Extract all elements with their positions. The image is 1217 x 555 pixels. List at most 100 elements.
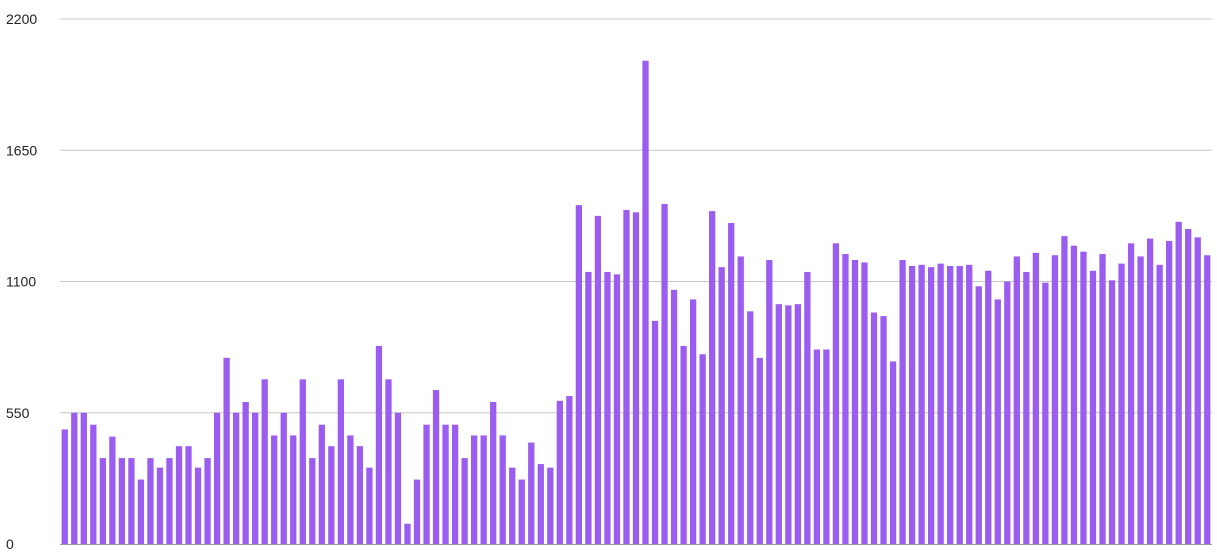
- bar: [309, 458, 316, 544]
- bar: [413, 479, 421, 544]
- bar: [1061, 236, 1068, 544]
- bar: [61, 429, 68, 544]
- bar: [137, 479, 145, 544]
- bar: [232, 412, 240, 544]
- bar: [604, 271, 611, 544]
- bar: [518, 479, 525, 544]
- bar: [1137, 256, 1144, 544]
- bar: [166, 458, 173, 544]
- bar: [689, 299, 697, 544]
- bar: [242, 402, 249, 544]
- bar: [775, 304, 782, 544]
- bar: [985, 270, 992, 544]
- bar: [1175, 221, 1182, 544]
- bar: [642, 60, 649, 544]
- bar: [1146, 238, 1154, 545]
- bar: [1108, 280, 1116, 544]
- bar: [880, 316, 887, 544]
- bar: [347, 435, 354, 544]
- bar: [1023, 271, 1030, 544]
- bar: [889, 361, 897, 544]
- bar: [175, 446, 183, 544]
- bar: [223, 357, 230, 544]
- bar: [756, 357, 763, 544]
- bar: [1194, 237, 1201, 544]
- bar: [747, 311, 754, 544]
- bar: [1042, 282, 1049, 544]
- bar: [252, 412, 259, 544]
- bar: [709, 211, 716, 544]
- bar: [680, 345, 687, 544]
- bar: [499, 435, 506, 544]
- bar: [899, 260, 906, 544]
- bar: [1156, 264, 1163, 544]
- bar: [928, 267, 935, 544]
- bar: [509, 467, 516, 544]
- bar: [194, 467, 202, 544]
- bar: [442, 424, 449, 544]
- bar: [385, 379, 392, 544]
- bar: [556, 400, 563, 544]
- bar: [585, 271, 592, 544]
- bars: [61, 60, 1211, 545]
- bar: [623, 209, 630, 544]
- bar: [261, 379, 268, 544]
- y-tick-label: 1100: [6, 274, 36, 290]
- bar: [718, 267, 725, 544]
- y-tick-label: 1650: [6, 142, 37, 158]
- bar: [1032, 252, 1040, 545]
- bar: [670, 289, 678, 544]
- bar: [480, 435, 487, 544]
- bar: [109, 436, 116, 544]
- bar: [661, 203, 668, 544]
- bar: [870, 312, 878, 544]
- bar: [147, 458, 154, 544]
- bar: [71, 412, 78, 544]
- bar: [1166, 240, 1173, 544]
- bar: [1099, 254, 1106, 544]
- bar: [766, 260, 773, 544]
- bar: [461, 458, 468, 544]
- bar: [966, 264, 973, 544]
- bar: [271, 435, 278, 544]
- bar: [528, 442, 535, 544]
- bar: [947, 265, 954, 544]
- bar: [794, 304, 801, 544]
- bar: [80, 412, 87, 544]
- y-tick-label: 2200: [6, 11, 37, 27]
- bar: [1051, 255, 1059, 544]
- bar: [813, 349, 821, 544]
- bar: [1204, 255, 1211, 544]
- bar: [547, 467, 554, 544]
- bar: [290, 435, 297, 544]
- bar: [366, 467, 373, 544]
- bar: [328, 446, 335, 544]
- bar: [728, 223, 735, 544]
- bar: [575, 205, 583, 544]
- bar: [737, 256, 744, 544]
- bar: [299, 379, 306, 544]
- bar: [537, 464, 544, 544]
- bar: [1185, 229, 1192, 544]
- y-axis-tick-labels: 0 550 1100 1650 2200: [6, 11, 37, 552]
- bar: [975, 286, 982, 544]
- bar: [994, 299, 1001, 544]
- bar: [90, 424, 97, 544]
- bar: [404, 523, 411, 544]
- bar: [185, 446, 192, 544]
- bar: [1127, 243, 1135, 544]
- bar: [651, 320, 659, 545]
- y-tick-label: 550: [6, 405, 30, 421]
- bar: [204, 458, 211, 544]
- bar: [594, 215, 602, 545]
- y-tick-label: 0: [6, 536, 14, 552]
- bar: [699, 354, 706, 544]
- bar: [490, 402, 497, 544]
- bar: [832, 243, 840, 544]
- bar: [1080, 251, 1087, 545]
- bar: [956, 265, 963, 544]
- bar: [356, 446, 364, 544]
- bar: [1070, 245, 1078, 544]
- bar: [318, 424, 325, 544]
